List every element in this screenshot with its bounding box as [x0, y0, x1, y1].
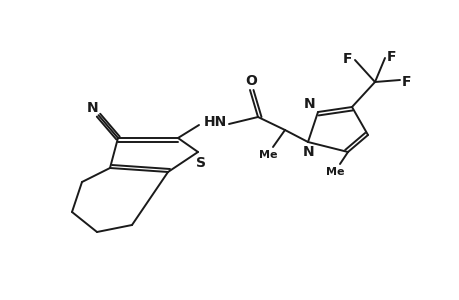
Text: Me: Me	[325, 167, 343, 177]
Text: HN: HN	[203, 115, 226, 129]
Text: F: F	[342, 52, 352, 66]
Text: F: F	[386, 50, 396, 64]
Text: F: F	[401, 75, 411, 89]
Text: O: O	[245, 74, 257, 88]
Text: N: N	[303, 97, 315, 111]
Text: S: S	[196, 156, 206, 170]
Text: Me: Me	[258, 150, 277, 160]
Text: N: N	[86, 101, 98, 115]
Text: N: N	[302, 145, 314, 159]
